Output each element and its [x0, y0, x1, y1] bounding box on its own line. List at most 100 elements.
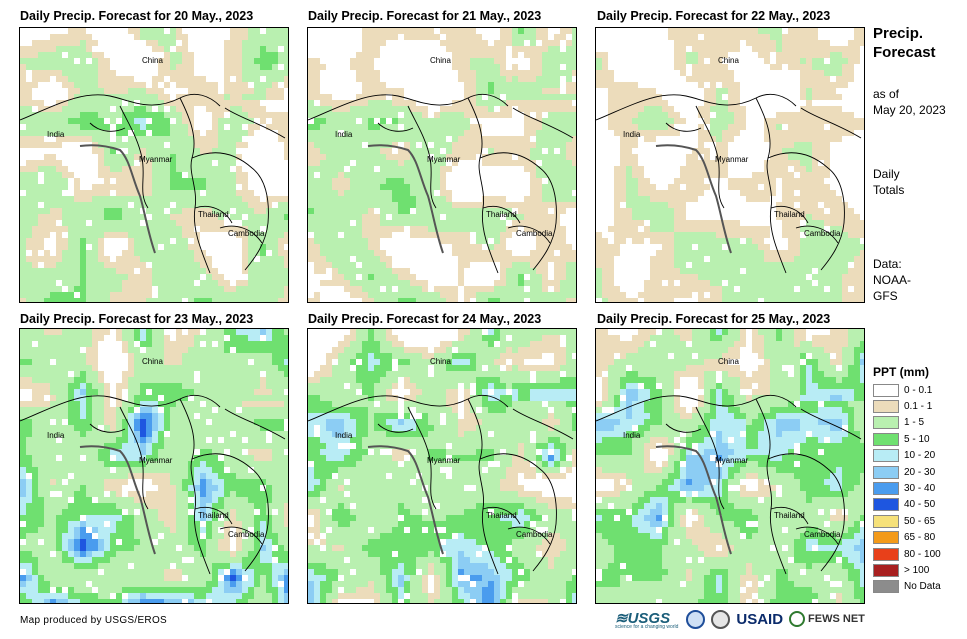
- panel-title-1: Daily Precip. Forecast for 20 May., 2023: [20, 9, 254, 23]
- legend-swatch: [873, 432, 899, 446]
- legend-swatch: [873, 547, 899, 561]
- country-label-china: China: [430, 56, 451, 65]
- legend-swatch: [873, 383, 899, 397]
- data-source-line2: GFS: [873, 289, 898, 303]
- legend-swatch: [873, 482, 899, 496]
- fews-net-logo: FEWS NET: [808, 613, 865, 625]
- precip-field: [308, 329, 576, 603]
- forecast-map-22-may: China India Myanmar Thailand Cambodia: [595, 27, 865, 303]
- country-label-thailand: Thailand: [774, 210, 805, 219]
- as-of-date: May 20, 2023: [873, 103, 946, 117]
- legend-item: 10 - 20: [873, 448, 941, 464]
- country-label-myanmar: Myanmar: [715, 456, 749, 465]
- legend-label: > 100: [904, 564, 930, 576]
- legend-label: 10 - 20: [904, 450, 936, 462]
- country-label-cambodia: Cambodia: [228, 229, 265, 238]
- legend-item: 20 - 30: [873, 464, 941, 480]
- country-label-china: China: [718, 56, 739, 65]
- forecast-map-21-may: China India Myanmar Thailand Cambodia: [307, 27, 577, 303]
- precip-legend: 0 - 0.1 0.1 - 1 1 - 5 5 - 10 10 - 20 20 - 30 3…: [873, 382, 941, 595]
- legend-label: 30 - 40: [904, 483, 936, 495]
- legend-label: 1 - 5: [904, 417, 925, 429]
- legend-item: 0 - 0.1: [873, 382, 941, 398]
- country-label-china: China: [142, 357, 163, 366]
- legend-swatch: [873, 416, 899, 430]
- country-label-india: India: [623, 431, 641, 440]
- legend-label: No Data: [904, 581, 941, 593]
- country-label-india: India: [623, 130, 641, 139]
- country-label-india: India: [47, 130, 65, 139]
- legend-item: 65 - 80: [873, 530, 941, 546]
- legend-label: 0 - 0.1: [904, 384, 933, 396]
- daily-label: Daily: [873, 167, 900, 181]
- country-label-india: India: [335, 431, 353, 440]
- legend-label: 65 - 80: [904, 532, 936, 544]
- country-label-india: India: [47, 431, 65, 440]
- usgs-tagline: science for a changing world: [615, 623, 679, 630]
- legend-label: 20 - 30: [904, 466, 936, 478]
- country-label-thailand: Thailand: [486, 511, 517, 520]
- panel-title-5: Daily Precip. Forecast for 24 May., 2023: [308, 312, 542, 326]
- legend-label: 40 - 50: [904, 499, 936, 511]
- totals-block: Daily Totals: [873, 166, 904, 198]
- country-label-myanmar: Myanmar: [715, 155, 749, 164]
- forecast-map-24-may: China India Myanmar Thailand Cambodia: [307, 328, 577, 604]
- precip-field: [308, 28, 576, 302]
- country-label-china: China: [430, 357, 451, 366]
- as-of-label: as of: [873, 87, 900, 101]
- side-title: Precip. Forecast: [873, 24, 936, 62]
- legend-swatch: [873, 400, 899, 414]
- legend-item: 1 - 5: [873, 415, 941, 431]
- country-label-thailand: Thailand: [198, 210, 229, 219]
- precip-field: [596, 28, 864, 302]
- country-label-thailand: Thailand: [486, 210, 517, 219]
- fews-net-globe-icon: [789, 611, 806, 627]
- legend-label: 0.1 - 1: [904, 401, 933, 413]
- legend-item: 80 - 100: [873, 546, 941, 562]
- precip-field: [596, 329, 864, 603]
- country-label-india: India: [335, 130, 353, 139]
- country-label-myanmar: Myanmar: [427, 456, 461, 465]
- data-source-line1: NOAA-: [873, 273, 912, 287]
- panel-title-2: Daily Precip. Forecast for 21 May., 2023: [308, 9, 542, 23]
- logo-strip: ≋USGS science for a changing world USAID…: [615, 607, 865, 631]
- as-of-block: as of May 20, 2023: [873, 86, 946, 118]
- country-label-cambodia: Cambodia: [516, 530, 553, 539]
- legend-item: No Data: [873, 579, 941, 595]
- usaid-logo: USAID: [736, 610, 784, 628]
- precip-field: [20, 28, 288, 302]
- country-label-thailand: Thailand: [198, 511, 229, 520]
- country-label-china: China: [718, 357, 739, 366]
- legend-swatch: [873, 449, 899, 463]
- usgs-logo-text: ≋USGS: [615, 609, 671, 627]
- country-label-cambodia: Cambodia: [804, 229, 841, 238]
- country-label-thailand: Thailand: [774, 511, 805, 520]
- country-label-china: China: [142, 56, 163, 65]
- legend-item: 5 - 10: [873, 431, 941, 447]
- forecast-map-25-may: China India Myanmar Thailand Cambodia: [595, 328, 865, 604]
- legend-swatch: [873, 465, 899, 479]
- side-title-line2: Forecast: [873, 44, 936, 61]
- panel-title-4: Daily Precip. Forecast for 23 May., 2023: [20, 312, 254, 326]
- legend-label: 80 - 100: [904, 548, 941, 560]
- state-dept-seal-icon: [711, 609, 731, 629]
- legend-item: 40 - 50: [873, 497, 941, 513]
- legend-item: 0.1 - 1: [873, 398, 941, 414]
- totals-label: Totals: [873, 183, 905, 197]
- side-title-line1: Precip.: [873, 25, 924, 42]
- country-label-cambodia: Cambodia: [516, 229, 553, 238]
- country-label-myanmar: Myanmar: [427, 155, 461, 164]
- panel-title-3: Daily Precip. Forecast for 22 May., 2023: [597, 9, 831, 23]
- precip-field: [20, 329, 288, 603]
- map-credit: Map produced by USGS/EROS: [20, 615, 168, 626]
- legend-title: PPT (mm): [873, 365, 930, 379]
- panel-title-6: Daily Precip. Forecast for 25 May., 2023: [597, 312, 831, 326]
- forecast-map-23-may: China India Myanmar Thailand Cambodia: [19, 328, 289, 604]
- noaa-seal-icon: [686, 609, 706, 629]
- legend-item: > 100: [873, 562, 941, 578]
- legend-swatch: [873, 514, 899, 528]
- country-label-myanmar: Myanmar: [139, 456, 173, 465]
- legend-swatch: [873, 498, 899, 512]
- legend-item: 30 - 40: [873, 480, 941, 496]
- legend-swatch: [873, 580, 899, 594]
